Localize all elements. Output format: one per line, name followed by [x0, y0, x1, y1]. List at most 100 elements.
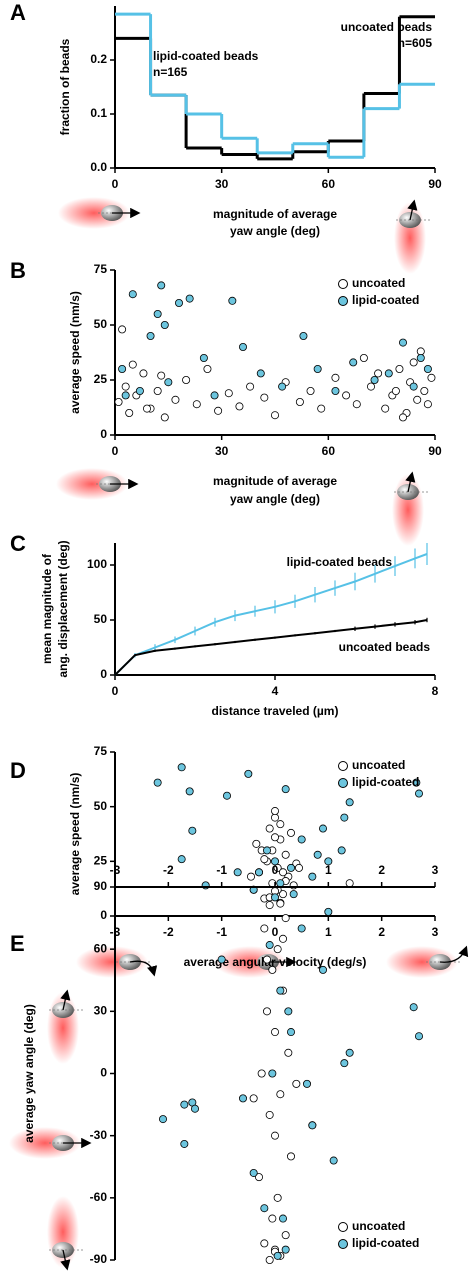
point [246, 872, 255, 881]
point [262, 955, 271, 964]
annotation: lipid-coated beads [153, 49, 259, 63]
point [146, 331, 155, 340]
bead-icon [394, 199, 430, 274]
x-tick-label: 4 [272, 684, 279, 698]
point [153, 309, 162, 318]
x-tick-label: 90 [428, 444, 442, 458]
arrow [60, 989, 71, 1011]
point [423, 400, 432, 409]
panel-letter: A [10, 0, 26, 25]
bead-icon [47, 1196, 83, 1271]
point [121, 391, 130, 400]
point [158, 1115, 167, 1124]
point [278, 868, 287, 877]
y-tick-label: 50 [94, 799, 108, 813]
point [118, 325, 127, 334]
y-tick-label: 0.1 [90, 106, 107, 120]
point [342, 391, 351, 400]
point [260, 393, 269, 402]
point [268, 965, 277, 974]
point [260, 924, 269, 933]
point [222, 791, 231, 800]
point [210, 391, 219, 400]
y-tick-label: 0 [100, 667, 107, 681]
point [270, 893, 279, 902]
point [135, 386, 144, 395]
point [238, 342, 247, 351]
legend-marker [338, 761, 348, 771]
y-tick-label: 0 [100, 1066, 107, 1080]
bead-icon [76, 946, 158, 978]
point [281, 1245, 290, 1254]
annotation: n=605 [398, 36, 433, 50]
bead-icon [9, 1127, 92, 1159]
x-tick-label: 8 [432, 684, 439, 698]
point [297, 835, 306, 844]
point [308, 1121, 317, 1130]
point [324, 857, 333, 866]
point [276, 1090, 285, 1099]
point [276, 879, 285, 888]
point [203, 364, 212, 373]
y-tick-label: 50 [94, 317, 108, 331]
point [414, 789, 423, 798]
point [233, 868, 242, 877]
x-tick-label: 2 [378, 925, 385, 939]
point [270, 1131, 279, 1140]
point [331, 386, 340, 395]
x-tick-label: -1 [216, 925, 227, 939]
point [409, 1003, 418, 1012]
point [281, 914, 290, 923]
point [281, 785, 290, 794]
legend-marker [338, 296, 348, 306]
point [295, 397, 304, 406]
y-tick-label: 75 [94, 744, 108, 758]
point [128, 290, 137, 299]
x-tick-label: 30 [215, 177, 229, 191]
annotation: uncoated beads [341, 20, 433, 34]
point [337, 846, 346, 855]
x-tick-label: 3 [432, 925, 439, 939]
legend-label: uncoated [352, 1219, 405, 1233]
point [199, 353, 208, 362]
point [308, 872, 317, 881]
point [157, 281, 166, 290]
legend-marker [338, 279, 348, 289]
point [278, 890, 287, 899]
x-axis-label: yaw angle (deg) [230, 224, 320, 238]
point [366, 382, 375, 391]
point [224, 389, 233, 398]
point [286, 828, 295, 837]
point [427, 373, 436, 382]
point [182, 375, 191, 384]
point [270, 411, 279, 420]
annotation: uncoated beads [339, 640, 431, 654]
x-axis-label: magnitude of average [213, 207, 337, 221]
y-axis-label: average speed (nm/s) [68, 773, 82, 896]
bead-icon [386, 945, 469, 978]
point [294, 863, 303, 872]
y-tick-label: -60 [90, 1190, 108, 1204]
arrow [405, 471, 416, 493]
point [284, 1048, 293, 1057]
x-tick-label: 60 [322, 177, 336, 191]
point [414, 1032, 423, 1041]
point [214, 406, 223, 415]
x-axis-label: yaw angle (deg) [230, 492, 320, 506]
point [409, 358, 418, 367]
point [286, 863, 295, 872]
point [273, 1193, 282, 1202]
y-tick-label: 75 [94, 262, 108, 276]
point [185, 787, 194, 796]
annotation: lipid-coated beads [287, 555, 393, 569]
point [292, 1079, 301, 1088]
point [164, 378, 173, 387]
point [340, 813, 349, 822]
point [276, 986, 285, 995]
point [228, 296, 237, 305]
legend-marker [338, 778, 348, 788]
point [276, 899, 285, 908]
point [190, 1104, 199, 1113]
point [265, 901, 274, 910]
point [391, 386, 400, 395]
